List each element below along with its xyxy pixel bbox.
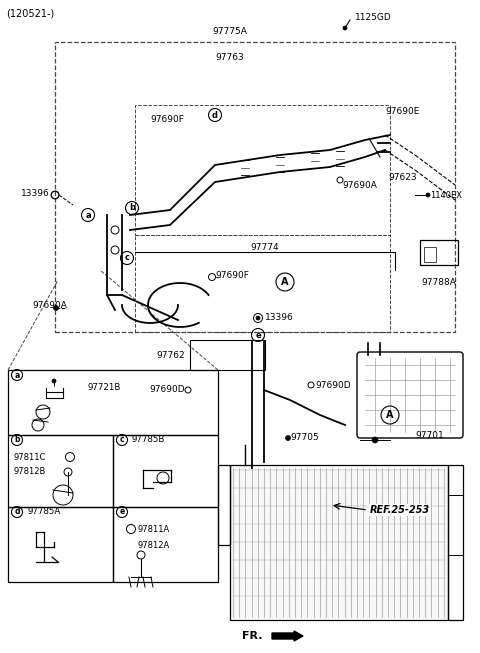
Text: 97763: 97763 <box>216 54 244 63</box>
Text: A: A <box>386 410 394 420</box>
Bar <box>230 465 448 620</box>
Text: (120521-): (120521-) <box>6 8 54 18</box>
Circle shape <box>286 436 290 441</box>
Circle shape <box>426 193 430 197</box>
Bar <box>448 465 463 620</box>
Circle shape <box>372 437 378 443</box>
Bar <box>8 370 218 435</box>
Text: 97812B: 97812B <box>14 468 47 477</box>
Bar <box>218 465 230 545</box>
Text: REF.25-253: REF.25-253 <box>370 505 430 515</box>
Text: 97811A: 97811A <box>137 524 169 534</box>
Text: 97774: 97774 <box>251 242 279 251</box>
Text: a: a <box>85 210 91 219</box>
Text: A: A <box>281 277 289 287</box>
Text: b: b <box>14 436 20 445</box>
Text: 97690A: 97690A <box>342 180 377 189</box>
Bar <box>190 340 265 370</box>
Text: 97690F: 97690F <box>150 116 184 125</box>
Circle shape <box>256 316 260 320</box>
Text: d: d <box>14 507 20 517</box>
Circle shape <box>53 306 59 310</box>
Text: 97775A: 97775A <box>213 27 247 37</box>
Text: 13396: 13396 <box>265 313 294 321</box>
Text: 97785A: 97785A <box>28 507 61 517</box>
Text: b: b <box>129 204 135 212</box>
Text: c: c <box>120 436 124 445</box>
Bar <box>55 42 455 332</box>
Bar <box>135 105 390 235</box>
Text: 97762: 97762 <box>156 351 185 360</box>
Text: 97721B: 97721B <box>88 383 121 392</box>
Text: FR.: FR. <box>242 631 263 641</box>
Text: d: d <box>212 110 218 119</box>
Text: 13396: 13396 <box>21 189 50 197</box>
Text: 97811C: 97811C <box>14 453 47 462</box>
Text: 97690E: 97690E <box>385 108 420 116</box>
Text: 97705: 97705 <box>290 434 319 443</box>
Circle shape <box>52 379 56 383</box>
FancyArrow shape <box>272 631 303 641</box>
Circle shape <box>343 26 347 30</box>
Text: e: e <box>255 330 261 340</box>
Bar <box>424 247 436 262</box>
Text: 97788A: 97788A <box>421 278 456 287</box>
Text: 97690A: 97690A <box>32 300 67 310</box>
Text: 97701: 97701 <box>415 430 444 439</box>
Text: 97785B: 97785B <box>131 436 164 445</box>
Text: c: c <box>124 253 130 263</box>
Bar <box>113 435 218 507</box>
Text: a: a <box>14 370 20 379</box>
Bar <box>113 507 218 582</box>
Text: e: e <box>120 507 125 517</box>
Text: 1140EX: 1140EX <box>430 191 462 200</box>
Bar <box>420 240 458 265</box>
Bar <box>8 435 113 507</box>
Text: 97623: 97623 <box>388 174 417 182</box>
Bar <box>8 507 113 582</box>
Text: 97690D: 97690D <box>149 385 185 394</box>
Bar <box>135 235 390 332</box>
Text: 97690F: 97690F <box>215 270 249 279</box>
Text: 1125GD: 1125GD <box>355 14 392 22</box>
Text: 97690D: 97690D <box>315 381 350 389</box>
Text: 97812A: 97812A <box>137 541 169 550</box>
